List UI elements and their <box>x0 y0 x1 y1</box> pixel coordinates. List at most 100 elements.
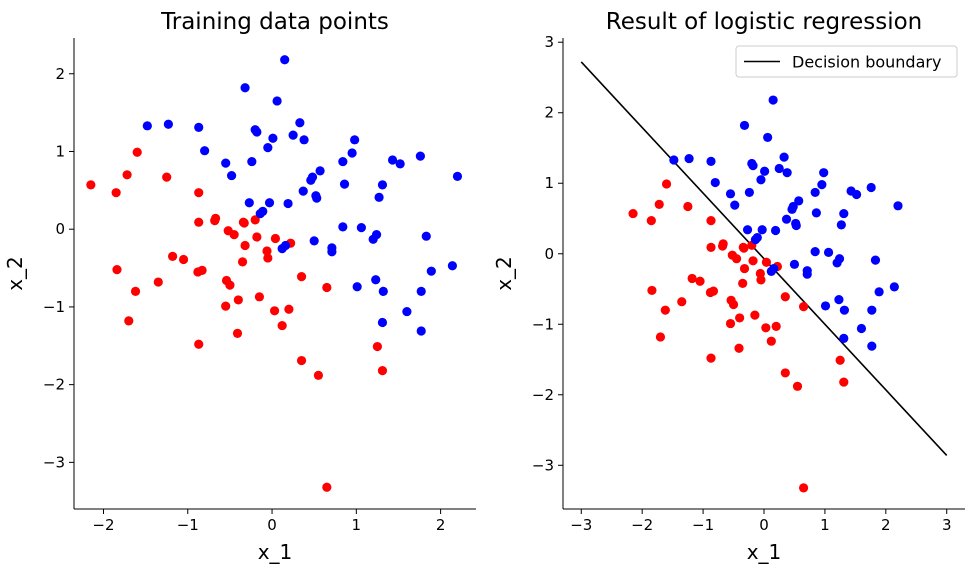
legend-label: Decision boundary <box>792 53 941 72</box>
class1-point <box>306 175 316 185</box>
class1-point <box>870 255 881 265</box>
class1-point <box>327 247 337 257</box>
class0-point <box>761 323 771 333</box>
class1-point <box>371 275 381 285</box>
class0-point <box>708 286 719 296</box>
class0-point <box>229 230 239 240</box>
class0-point <box>124 316 134 326</box>
class0-point <box>706 216 716 226</box>
class1-point <box>725 189 736 199</box>
class1-point <box>283 198 293 209</box>
class0-point <box>250 215 260 225</box>
class1-point <box>834 294 844 305</box>
class1-point <box>352 282 362 292</box>
class0-point <box>225 280 235 290</box>
y-tick-label: 2 <box>544 104 554 122</box>
class1-point <box>421 231 431 241</box>
class1-point <box>244 198 254 208</box>
class0-point <box>835 355 845 365</box>
class0-point <box>194 339 204 349</box>
class0-point <box>771 321 781 331</box>
legend-box <box>735 45 958 78</box>
class1-point <box>240 83 250 93</box>
class1-point <box>347 148 357 158</box>
class1-point <box>756 175 766 185</box>
class1-point <box>395 159 405 169</box>
x-tick-label: −3 <box>570 516 592 534</box>
class0-point <box>677 297 687 307</box>
class1-point <box>779 152 789 162</box>
class1-point <box>374 192 384 202</box>
class0-point <box>313 370 324 380</box>
class1-point <box>766 266 776 276</box>
class0-point <box>111 188 121 198</box>
class0-point <box>237 257 248 267</box>
class1-point <box>277 244 287 254</box>
y-tick-label: 1 <box>55 142 65 160</box>
class0-point <box>718 239 728 249</box>
class0-point <box>628 208 638 219</box>
class1-point <box>416 326 426 336</box>
class1-point <box>789 259 800 269</box>
class0-point <box>239 218 249 228</box>
x-tick-label: 1 <box>820 516 830 534</box>
class1-point <box>298 186 308 196</box>
class0-point <box>761 257 772 267</box>
class1-point <box>748 161 758 171</box>
class0-point <box>725 318 736 329</box>
class1-point <box>839 208 849 219</box>
class1-point <box>839 333 849 343</box>
class1-point <box>416 286 426 296</box>
x-tick-label: 2 <box>881 516 891 534</box>
class0-point <box>654 199 664 210</box>
y-tick-label: 0 <box>55 220 65 238</box>
class1-point <box>447 261 458 271</box>
class0-point <box>322 282 332 293</box>
x-tick-label: −2 <box>92 516 114 534</box>
class0-point <box>756 275 766 285</box>
class0-point <box>655 332 666 342</box>
class0-point <box>660 305 670 315</box>
class0-point <box>798 483 809 493</box>
class1-point <box>770 225 781 236</box>
class0-point <box>168 251 178 262</box>
chart-training-data: Training data points −2 −1 0 1 2 −3 −2 −1 0 1 2 x_1 x… <box>3 9 476 564</box>
class1-point <box>836 220 846 230</box>
x-tick-label: −1 <box>692 516 714 534</box>
class1-point <box>810 187 820 198</box>
y-tick-label: 1 <box>544 174 554 192</box>
class1-point <box>763 132 773 143</box>
class1-point <box>730 200 740 210</box>
class0-point <box>322 482 332 492</box>
class0-point <box>647 285 657 296</box>
class1-point <box>226 170 237 181</box>
class0-point <box>706 353 716 363</box>
class0-point <box>739 243 749 253</box>
class0-point <box>377 366 388 376</box>
class1-point <box>378 286 388 296</box>
class0-point <box>277 320 287 331</box>
class1-point <box>706 156 716 166</box>
x-tick-label: 1 <box>352 516 362 534</box>
class0-point <box>661 179 672 189</box>
class0-point <box>232 328 243 338</box>
class1-point <box>255 209 265 219</box>
x-tick-label: 2 <box>436 516 446 534</box>
class1-point <box>377 317 388 328</box>
class1-point <box>194 122 204 132</box>
class0-point <box>296 272 307 282</box>
class1-point <box>338 156 348 167</box>
class1-point <box>794 196 804 206</box>
class1-point <box>402 306 412 317</box>
class1-point <box>163 119 173 129</box>
class0-point <box>839 377 849 387</box>
class0-point <box>706 242 716 253</box>
class1-point <box>866 182 876 193</box>
class0-point <box>221 301 231 311</box>
class0-point <box>112 265 122 275</box>
class0-point <box>687 273 697 284</box>
y-axis-label: x_2 <box>492 256 516 291</box>
class1-point <box>760 166 770 176</box>
class1-point <box>377 180 388 190</box>
class1-point <box>247 156 257 167</box>
